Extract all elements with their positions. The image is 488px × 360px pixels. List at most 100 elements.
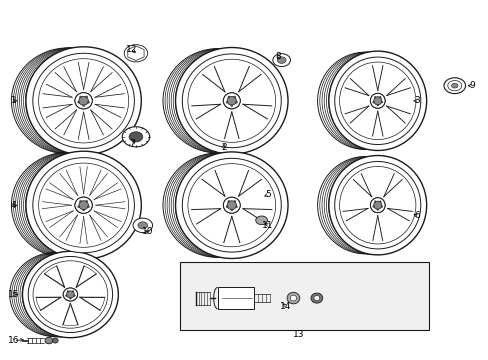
Ellipse shape (63, 288, 78, 301)
Ellipse shape (255, 216, 267, 225)
Ellipse shape (376, 104, 378, 106)
Ellipse shape (87, 206, 89, 208)
Ellipse shape (82, 209, 84, 211)
Ellipse shape (39, 163, 128, 247)
Ellipse shape (66, 291, 74, 298)
Ellipse shape (223, 93, 240, 109)
Ellipse shape (80, 96, 81, 98)
Ellipse shape (52, 338, 58, 343)
Ellipse shape (63, 288, 78, 301)
Ellipse shape (328, 156, 426, 255)
Ellipse shape (122, 127, 149, 147)
Ellipse shape (225, 102, 227, 103)
Ellipse shape (233, 96, 235, 98)
Ellipse shape (75, 197, 92, 213)
Ellipse shape (235, 206, 237, 208)
Ellipse shape (223, 93, 240, 109)
Ellipse shape (79, 201, 88, 210)
Ellipse shape (313, 296, 319, 301)
Ellipse shape (33, 261, 107, 328)
Ellipse shape (370, 93, 384, 108)
Ellipse shape (379, 201, 380, 202)
Ellipse shape (374, 96, 375, 98)
Ellipse shape (223, 197, 240, 213)
Ellipse shape (82, 105, 84, 107)
Text: 11: 11 (262, 220, 273, 230)
Ellipse shape (372, 206, 374, 207)
Ellipse shape (233, 201, 235, 202)
Ellipse shape (85, 96, 87, 98)
Ellipse shape (374, 201, 375, 202)
Ellipse shape (65, 295, 67, 296)
Ellipse shape (339, 62, 415, 140)
Ellipse shape (22, 251, 118, 338)
Ellipse shape (380, 102, 382, 103)
Ellipse shape (272, 54, 290, 67)
Ellipse shape (227, 97, 236, 105)
Text: 2: 2 (221, 143, 226, 152)
Text: 14: 14 (280, 302, 291, 311)
Ellipse shape (182, 54, 281, 148)
Ellipse shape (379, 96, 380, 98)
Ellipse shape (227, 201, 229, 202)
Ellipse shape (133, 218, 152, 233)
Ellipse shape (138, 222, 147, 229)
Ellipse shape (75, 93, 92, 109)
Ellipse shape (223, 197, 240, 213)
Text: 13: 13 (292, 330, 304, 338)
Ellipse shape (182, 158, 281, 252)
Text: 15: 15 (8, 290, 20, 299)
Ellipse shape (373, 201, 381, 209)
Ellipse shape (310, 293, 322, 303)
Ellipse shape (227, 201, 236, 210)
Text: 1: 1 (11, 96, 17, 105)
Ellipse shape (129, 132, 142, 142)
Ellipse shape (28, 256, 112, 333)
Ellipse shape (26, 47, 141, 155)
Ellipse shape (79, 96, 88, 105)
Ellipse shape (175, 48, 287, 154)
Text: 16: 16 (8, 336, 20, 345)
Ellipse shape (339, 166, 415, 244)
Ellipse shape (227, 201, 236, 209)
Ellipse shape (26, 151, 141, 259)
Ellipse shape (334, 162, 420, 249)
Text: 7: 7 (129, 139, 135, 148)
Ellipse shape (230, 209, 232, 211)
Text: 6: 6 (414, 211, 420, 220)
Ellipse shape (370, 198, 384, 213)
Ellipse shape (85, 201, 87, 202)
Ellipse shape (75, 197, 92, 213)
Ellipse shape (450, 83, 457, 88)
Ellipse shape (79, 201, 88, 209)
Ellipse shape (290, 295, 296, 301)
Ellipse shape (78, 102, 80, 103)
Ellipse shape (230, 105, 232, 107)
Ellipse shape (39, 59, 128, 143)
Text: 3: 3 (414, 96, 420, 105)
Ellipse shape (67, 291, 74, 298)
Ellipse shape (33, 158, 134, 253)
Ellipse shape (370, 93, 384, 108)
Ellipse shape (373, 97, 381, 104)
Ellipse shape (72, 291, 74, 292)
Ellipse shape (80, 201, 81, 202)
Text: 10: 10 (142, 228, 153, 236)
Ellipse shape (373, 97, 381, 105)
Text: 5: 5 (264, 190, 270, 199)
Ellipse shape (376, 209, 378, 211)
Ellipse shape (370, 198, 384, 213)
Ellipse shape (74, 295, 75, 296)
Ellipse shape (33, 53, 134, 148)
Ellipse shape (286, 292, 299, 304)
Ellipse shape (328, 51, 426, 150)
Ellipse shape (235, 102, 237, 103)
Ellipse shape (443, 78, 465, 94)
Ellipse shape (79, 97, 88, 105)
Ellipse shape (124, 45, 147, 62)
Bar (180, 262, 428, 330)
Ellipse shape (78, 206, 80, 208)
Ellipse shape (277, 57, 285, 63)
Ellipse shape (67, 291, 68, 292)
Ellipse shape (69, 298, 71, 299)
